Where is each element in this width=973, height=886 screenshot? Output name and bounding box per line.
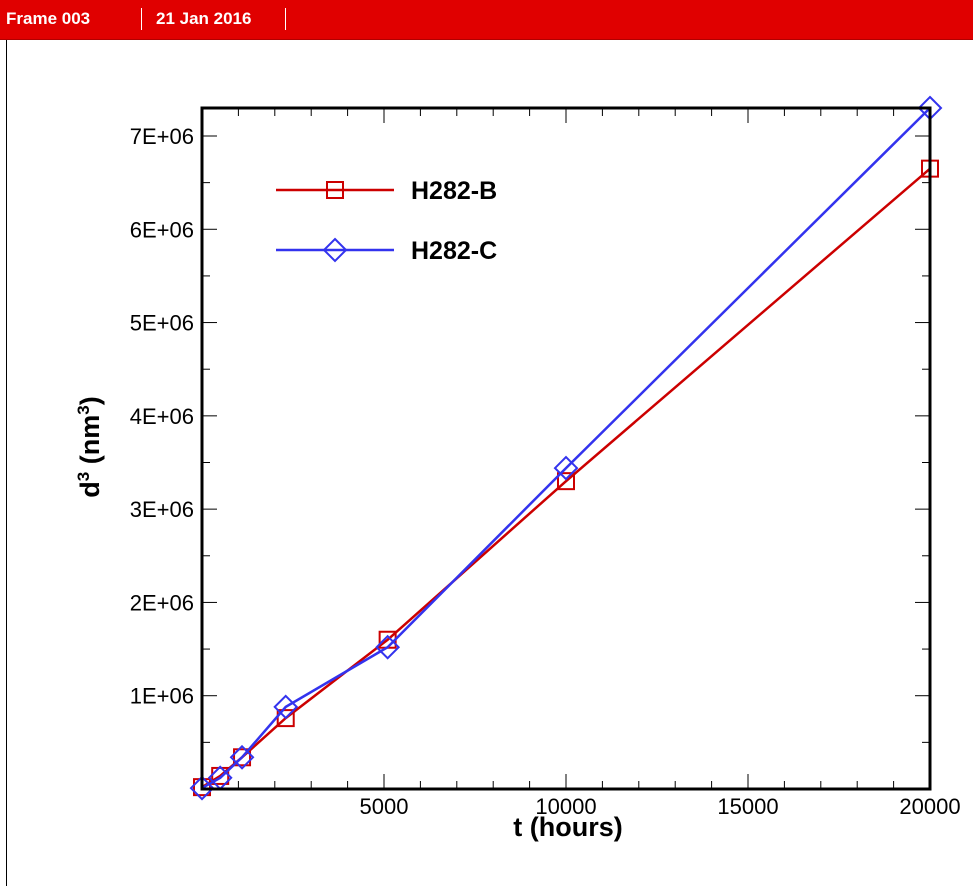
y-axis-label: d3 (nm3) <box>74 396 105 497</box>
legend-label: H282-C <box>411 237 497 265</box>
data-point-diamond <box>189 775 215 801</box>
y-label-exp: 3 <box>74 472 93 481</box>
y-tick-label: 5E+06 <box>130 311 194 336</box>
y-label-unit-close: ) <box>75 396 105 405</box>
plot-frame <box>200 106 932 791</box>
y-tick-label: 4E+06 <box>130 404 194 429</box>
y-tick-label: 3E+06 <box>130 497 194 522</box>
y-label-unit-open: (nm <box>75 415 105 472</box>
x-tick-label: 5000 <box>360 794 409 819</box>
frame-date: 21 Jan 2016 <box>156 9 252 28</box>
data-point-diamond <box>553 455 579 481</box>
data-point-diamond <box>273 694 299 720</box>
y-tick-label: 2E+06 <box>130 590 194 615</box>
frame-header: Frame 003 21 Jan 2016 <box>0 0 973 40</box>
x-axis-label: t (hours) <box>513 812 622 842</box>
series-layer <box>189 95 943 801</box>
series-diamond <box>189 95 943 801</box>
frame-label: Frame 003 <box>6 9 91 28</box>
x-tick-label: 15000 <box>717 794 778 819</box>
y-label-main: d <box>75 481 105 498</box>
y-label-unit-exp: 3 <box>74 405 93 414</box>
x-tick-label: 10000 <box>535 794 596 819</box>
data-point-diamond <box>375 634 401 660</box>
legend-marker-square <box>326 181 344 199</box>
frame-left-border <box>6 40 7 886</box>
y-tick-label: 1E+06 <box>130 684 194 709</box>
legend-marker-diamond <box>322 237 348 263</box>
header-divider <box>141 8 142 30</box>
data-point-diamond <box>229 744 255 770</box>
x-tick-label: 20000 <box>899 794 960 819</box>
axis-ticks <box>202 108 931 789</box>
series-line <box>201 107 931 790</box>
data-point-square <box>233 748 252 767</box>
y-tick-label: 6E+06 <box>130 217 194 242</box>
chart-legend: H282-B H282-C <box>276 177 497 265</box>
data-point-square <box>276 709 295 728</box>
legend-label: H282-B <box>411 177 497 205</box>
header-divider <box>285 8 286 30</box>
y-tick-label: 7E+06 <box>130 124 194 149</box>
data-point-square <box>557 472 575 491</box>
tick-labels: 1E+06 2E+06 3E+06 4E+06 5E+06 6E+06 7E+06 5000 1… <box>130 124 961 819</box>
